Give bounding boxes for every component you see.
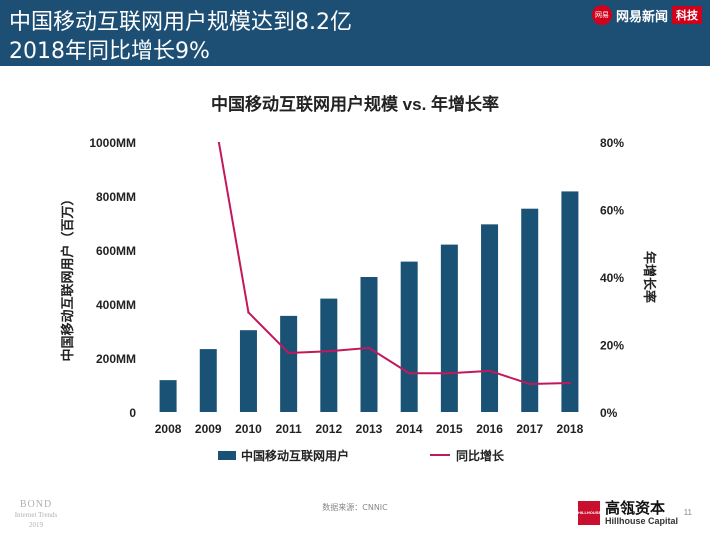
legend-label-growth: 同比增长 <box>456 448 505 463</box>
growth-line <box>217 142 570 385</box>
brand-name: 网易新闻 <box>615 9 668 25</box>
data-source: 数据来源：CNNIC <box>322 503 388 512</box>
growth-point-2011 <box>287 351 290 355</box>
growth-point-2012 <box>327 350 331 353</box>
x-tick-label: 2016 <box>476 422 503 436</box>
chart: 中国移动互联网用户规模 vs. 年增长率 0 200MM 400MM 600MM 800M… <box>60 94 657 463</box>
y-tick-label: 600MM <box>96 244 136 258</box>
growth-point-2010 <box>247 311 250 314</box>
growth-point-2018 <box>568 381 572 385</box>
x-tick-label: 2010 <box>235 422 262 436</box>
bar-2014 <box>400 261 418 412</box>
growth-point-2014 <box>407 371 411 375</box>
hillhouse-cn: 高瓴资本 <box>605 499 666 517</box>
page-number: 11 <box>683 508 692 517</box>
x-tick-label: 2013 <box>356 422 383 436</box>
y-axis-title: 中国移动互联网用户（百万） <box>60 192 75 361</box>
bond-logo: BOND Internet Trends 2019 <box>10 500 62 530</box>
y-tick-label: 200MM <box>96 352 136 366</box>
x-tick-label: 2008 <box>155 422 182 436</box>
bar-2016 <box>481 224 499 412</box>
hillhouse-en: Hillhouse Capital <box>605 516 679 526</box>
brand-tag: 科技 <box>672 6 702 24</box>
netease-logo-icon: 网易 <box>591 5 612 25</box>
bar-2011 <box>280 315 298 412</box>
x-tick-label: 2012 <box>315 422 342 436</box>
y2-tick-label: 0% <box>600 406 618 420</box>
growth-point-2017 <box>528 382 531 386</box>
brand-mark: 网易 网易新闻 科技 <box>591 5 702 25</box>
bar-2008 <box>159 380 177 412</box>
x-tick-label: 2015 <box>436 422 463 436</box>
bar-2012 <box>320 298 338 412</box>
bond-subtitle: Internet Trends <box>14 511 58 519</box>
x-tick-label: 2011 <box>276 422 302 436</box>
growth-point-2015 <box>448 371 451 375</box>
bar-2018 <box>561 191 579 412</box>
y2-tick-label: 40% <box>600 271 624 285</box>
bond-year: 2019 <box>29 521 43 529</box>
bar-2017 <box>521 208 539 412</box>
legend-swatch-users <box>218 451 236 460</box>
x-tick-label: 2018 <box>557 422 584 436</box>
y-tick-label: 1000MM <box>89 136 136 150</box>
growth-point-2013 <box>367 346 371 350</box>
hillhouse-mark-icon: HILLHOUSE <box>578 501 601 525</box>
y2-axis-title: 年增长率 <box>642 251 657 303</box>
bar-2009 <box>199 349 217 412</box>
y2-tick-label: 60% <box>600 204 624 218</box>
x-tick-label: 2014 <box>396 422 423 436</box>
growth-point-2016 <box>488 369 491 373</box>
bar-2015 <box>440 244 458 412</box>
bar-2010 <box>239 330 257 412</box>
page-title: 中国移动互联网用户规模达到8.2亿 <box>9 10 352 35</box>
bar-2013 <box>360 277 378 412</box>
chart-title: 中国移动互联网用户规模 vs. 年增长率 <box>211 94 499 114</box>
y-tick-label: 0 <box>129 406 136 420</box>
title-bar: 中国移动互联网用户规模达到8.2亿 2018年同比增长9% 网易 网易新闻 科技 <box>0 0 710 66</box>
x-tick-label: 2017 <box>516 422 543 436</box>
bond-title: BOND <box>19 499 53 510</box>
x-tick-label: 2009 <box>195 422 222 436</box>
legend-label-users: 中国移动互联网用户 <box>241 448 349 463</box>
hillhouse-logo: HILLHOUSE 高瓴资本 Hillhouse Capital <box>578 500 678 526</box>
y2-tick-label: 20% <box>600 339 624 353</box>
y-tick-label: 400MM <box>96 298 136 312</box>
page-subtitle: 2018年同比增长9% <box>9 39 210 64</box>
y-tick-label: 800MM <box>96 190 136 204</box>
y2-tick-label: 80% <box>600 136 624 150</box>
